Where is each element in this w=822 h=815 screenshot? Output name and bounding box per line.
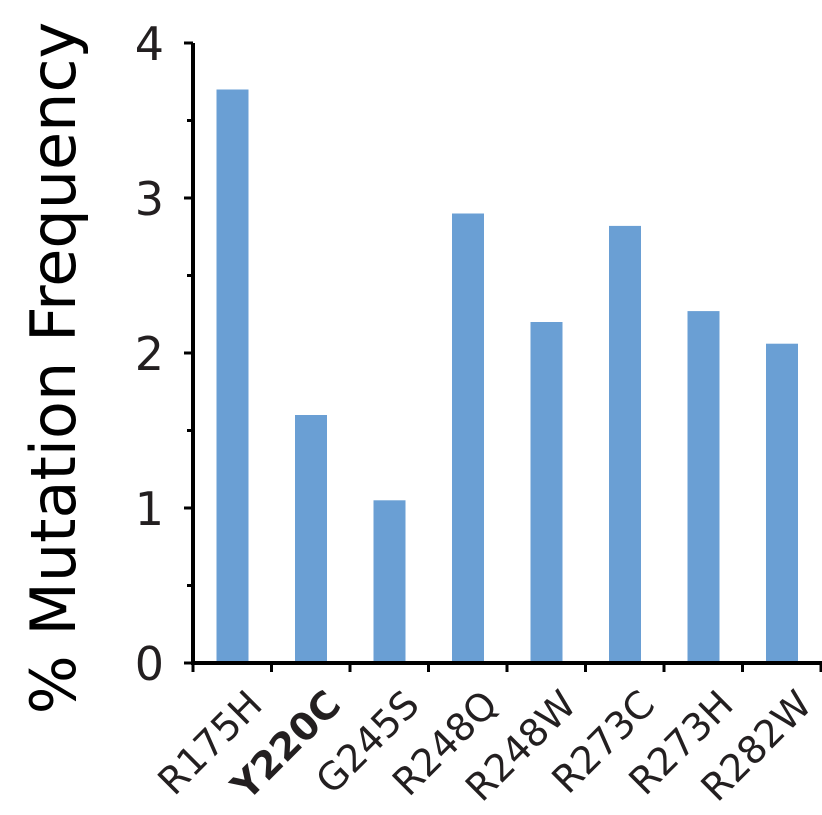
y-tick-label: 3 [135,172,164,226]
bar-r248w [530,322,563,663]
bar-r175h [216,89,249,663]
bar-y220c [295,415,327,663]
bar-g245s [373,500,406,664]
y-tick-label: 1 [135,482,164,536]
y-tick-label: 0 [135,637,164,691]
bar-r248q [452,213,484,663]
y-tick-label: 4 [135,17,164,71]
bars-group [216,89,798,664]
bar-r282w [766,343,798,663]
y-axis-label: % Mutation Frequency [17,22,90,714]
bar-r273h [687,311,720,663]
y-tick-label: 2 [135,327,164,381]
bar-r273c [609,225,641,663]
axes-group [184,41,822,672]
